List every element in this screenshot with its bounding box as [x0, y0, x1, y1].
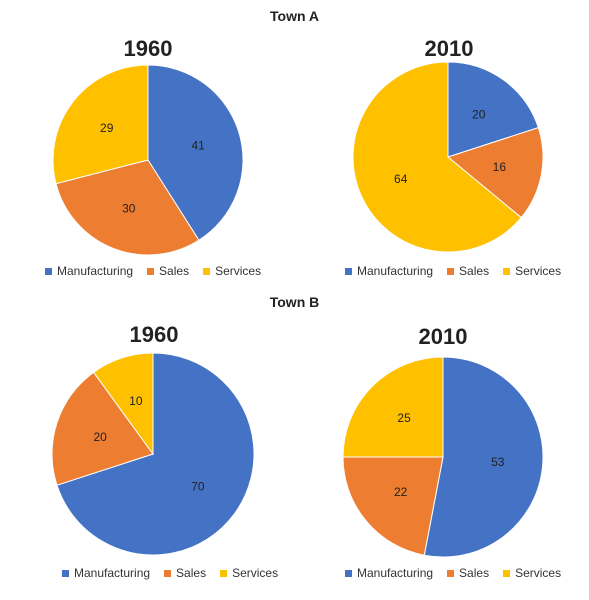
- slice-manufacturing: [423, 356, 544, 558]
- legend-item-manufacturing: Manufacturing: [345, 264, 433, 278]
- pie-title-town-a-1960: 1960: [123, 36, 173, 61]
- slice-manufacturing: [56, 352, 255, 556]
- legend-swatch: [503, 569, 511, 577]
- legend-item-services: Services: [203, 264, 261, 278]
- legend-item-sales: Sales: [147, 264, 189, 278]
- legend-town-b-1960: Manufacturing Sales Services: [62, 566, 278, 580]
- legend-label: Sales: [459, 566, 490, 580]
- legend-swatch: [62, 569, 69, 577]
- legend-item-services: Services: [503, 264, 561, 278]
- data-label-manufacturing: 41: [191, 138, 205, 152]
- slice-sales: [446, 127, 544, 219]
- legend-label: Services: [232, 566, 279, 580]
- legend-swatch: [147, 267, 155, 275]
- slice-sales: [51, 371, 154, 486]
- pie-title-town-a-2010: 2010: [424, 36, 474, 61]
- slice-sales: [55, 159, 200, 256]
- legend-label: Manufacturing: [357, 566, 434, 580]
- legend-town-b-2010: Manufacturing Sales Services: [345, 566, 561, 580]
- legend-swatch: [447, 569, 455, 577]
- legend-town-a-1960: Manufacturing Sales Services: [45, 264, 261, 278]
- data-label-manufacturing: 53: [491, 455, 505, 469]
- data-label-services: 25: [397, 411, 411, 425]
- town-b-title: Town B: [269, 294, 320, 310]
- slice-manufacturing: [147, 64, 244, 241]
- slice-manufacturing: [447, 61, 539, 158]
- legend-swatch: [503, 267, 511, 275]
- legend-swatch: [345, 267, 352, 275]
- legend-swatch: [447, 267, 455, 275]
- slice-services: [52, 64, 149, 185]
- data-label-manufacturing: 20: [472, 108, 486, 122]
- legend-item-sales: Sales: [447, 566, 489, 580]
- data-label-sales: 30: [122, 202, 136, 216]
- legend-label: Sales: [459, 264, 490, 278]
- data-label-services: 29: [100, 121, 114, 135]
- data-label-services: 10: [129, 394, 143, 408]
- slice-services: [92, 352, 154, 456]
- data-label-sales: 22: [394, 485, 408, 499]
- legend-item-sales: Sales: [447, 264, 489, 278]
- legend-swatch: [164, 569, 172, 577]
- slice-sales: [342, 456, 444, 556]
- legend-item-manufacturing: Manufacturing: [45, 264, 133, 278]
- legend-label: Sales: [176, 566, 207, 580]
- legend-swatch: [345, 569, 352, 577]
- legend-label: Manufacturing: [57, 264, 134, 278]
- slice-services: [342, 356, 444, 458]
- pie-title-town-b-1960: 1960: [129, 322, 179, 347]
- pie-title-town-b-2010: 2010: [418, 324, 468, 349]
- legend-label: Services: [215, 264, 262, 278]
- legend-label: Services: [515, 566, 562, 580]
- legend-item-manufacturing: Manufacturing: [62, 566, 150, 580]
- legend-label: Manufacturing: [74, 566, 151, 580]
- data-label-sales: 20: [93, 430, 107, 444]
- legend-swatch: [220, 569, 228, 577]
- slice-services: [352, 61, 522, 253]
- legend-item-services: Services: [503, 566, 561, 580]
- legend-label: Services: [515, 264, 562, 278]
- legend-label: Sales: [159, 264, 190, 278]
- data-label-manufacturing: 70: [191, 480, 205, 494]
- data-label-services: 64: [394, 172, 408, 186]
- legend-item-manufacturing: Manufacturing: [345, 566, 433, 580]
- town-a-title: Town A: [270, 8, 319, 24]
- legend-item-sales: Sales: [164, 566, 206, 580]
- legend-swatch: [203, 267, 211, 275]
- legend-label: Manufacturing: [357, 264, 434, 278]
- data-label-sales: 16: [493, 160, 507, 174]
- legend-town-a-2010: Manufacturing Sales Services: [345, 264, 561, 278]
- legend-item-services: Services: [220, 566, 278, 580]
- legend-swatch: [45, 267, 52, 275]
